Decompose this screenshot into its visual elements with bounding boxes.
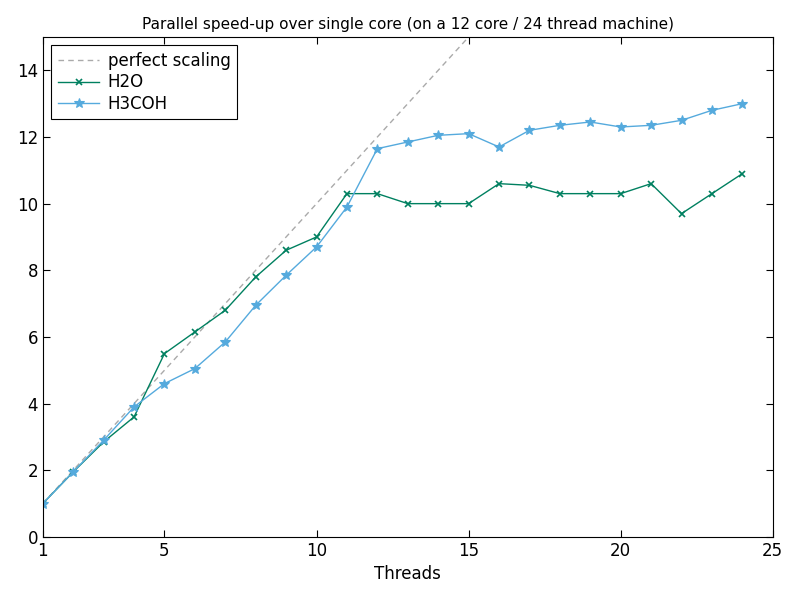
H2O — [434, 200, 443, 207]
H3COH — [586, 118, 595, 125]
H3COH — [464, 130, 474, 137]
H2O — [251, 274, 261, 281]
H2O — [616, 190, 626, 197]
H3COH — [525, 127, 534, 134]
H2O — [707, 190, 717, 197]
H3COH — [282, 272, 291, 279]
H2O — [312, 233, 322, 241]
H3COH — [646, 122, 656, 129]
H2O — [160, 350, 170, 357]
Line: H2O: H2O — [39, 170, 746, 507]
H2O — [555, 190, 565, 197]
H3COH — [677, 117, 686, 124]
H3COH — [99, 437, 109, 444]
H2O — [221, 307, 230, 314]
H2O — [494, 180, 504, 187]
H3COH — [160, 380, 170, 387]
H3COH — [403, 139, 413, 146]
H2O — [99, 439, 109, 446]
H2O — [677, 210, 686, 217]
H2O — [68, 469, 78, 476]
H3COH — [221, 338, 230, 346]
H3COH — [38, 500, 47, 507]
H3COH — [342, 203, 352, 211]
H2O — [403, 200, 413, 207]
H3COH — [707, 107, 717, 114]
H3COH — [738, 100, 747, 107]
H2O — [646, 180, 656, 187]
H3COH — [68, 469, 78, 476]
X-axis label: Threads: Threads — [374, 565, 442, 583]
H3COH — [494, 143, 504, 151]
H2O — [190, 328, 200, 335]
H2O — [525, 182, 534, 189]
H2O — [130, 413, 139, 421]
H3COH — [373, 145, 382, 152]
H2O — [464, 200, 474, 207]
H3COH — [434, 132, 443, 139]
Title: Parallel speed-up over single core (on a 12 core / 24 thread machine): Parallel speed-up over single core (on a… — [142, 17, 674, 32]
H3COH — [312, 244, 322, 251]
H2O — [282, 247, 291, 254]
H3COH — [555, 122, 565, 129]
H3COH — [190, 365, 200, 372]
H3COH — [251, 302, 261, 309]
H3COH — [616, 124, 626, 131]
Legend: perfect scaling, H2O, H3COH: perfect scaling, H2O, H3COH — [51, 46, 238, 119]
H2O — [373, 190, 382, 197]
H3COH — [130, 403, 139, 410]
H2O — [738, 170, 747, 177]
Line: H3COH: H3COH — [38, 99, 747, 508]
H2O — [38, 500, 47, 507]
H2O — [586, 190, 595, 197]
H2O — [342, 190, 352, 197]
